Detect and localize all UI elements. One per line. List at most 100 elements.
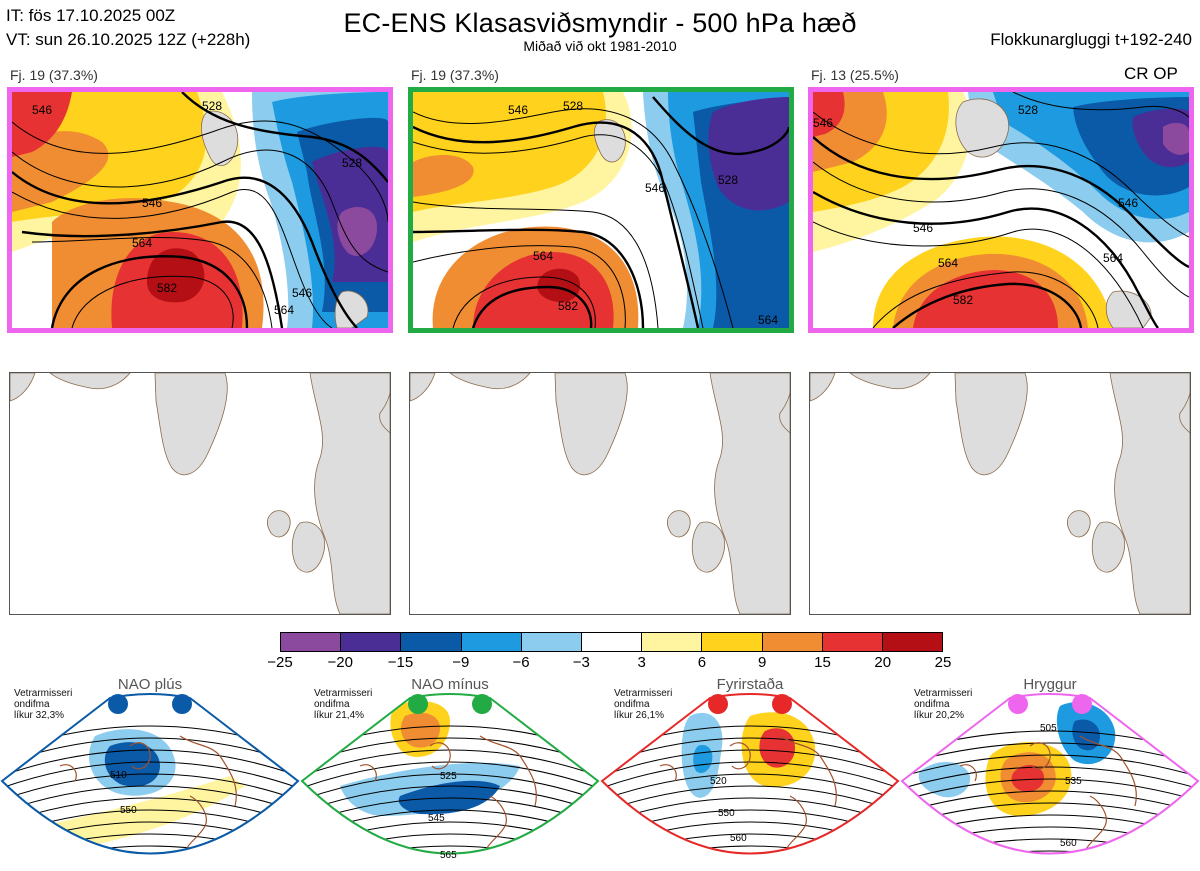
regime-panel-3[interactable]: 520 550 560 Fyrirstaða Vetrarmisseri ondifma l… [600, 676, 900, 871]
regime-info-line: líkur 26,1% [614, 710, 665, 721]
regime-info-line: ondifma [314, 699, 350, 710]
colorbar-tick-label: 3 [637, 654, 646, 671]
regime-contour-label: 560 [730, 833, 747, 844]
colorbar [280, 632, 943, 652]
height-contour [602, 797, 898, 829]
cluster-panel-3[interactable]: 546 528 546 546 564 582 564 [808, 87, 1194, 333]
height-contour [2, 773, 298, 805]
coastline [659, 735, 837, 852]
cluster-panel-1[interactable]: 546 528 546 528 564 582 564 546 [7, 87, 393, 333]
colorbar-segment [460, 633, 521, 651]
regime-fan-map: 505 535 560 [900, 693, 1200, 855]
contour-label: 528 [1018, 103, 1038, 117]
height-contour [2, 785, 298, 817]
colorbar-segment [520, 633, 581, 651]
colorbar-tick-label: 6 [697, 654, 707, 671]
contour-label: 582 [953, 293, 973, 307]
height-contour [302, 761, 598, 793]
colorbar-segment [340, 633, 401, 651]
coastline-map-2 [410, 373, 790, 614]
contour-label: 546 [645, 181, 665, 195]
contour-label: 546 [813, 116, 833, 130]
height-contour [902, 850, 1198, 854]
regime-contour-label: 510 [110, 770, 127, 781]
colorbar-segment [701, 633, 762, 651]
contour-label: 564 [132, 236, 152, 250]
height-contour [602, 809, 898, 841]
empty-map-panel-2[interactable] [409, 372, 791, 615]
regime-info-line: líkur 20,2% [914, 710, 965, 721]
cluster-1-map: 546 528 546 528 564 582 564 546 [12, 92, 388, 328]
regime-contour-label: 505 [1040, 723, 1057, 734]
contour-label: 546 [142, 196, 162, 210]
colorbar-segment [400, 633, 461, 651]
regime-contour-label: 550 [120, 805, 137, 816]
empty-map-panel-3[interactable] [809, 372, 1191, 615]
cr-op-marker: CR OP [1124, 64, 1178, 83]
coastline [59, 735, 237, 852]
height-contour [2, 761, 298, 793]
regime-contour-label: 520 [710, 776, 727, 787]
contour-label: 546 [913, 221, 933, 235]
regime-panel-1[interactable]: 510 550 NAO plús Vetrarmisseri ondifma líkur … [0, 676, 300, 871]
contour-label: 564 [938, 256, 958, 270]
colorbar-segment [281, 633, 341, 651]
anomaly-area [1011, 764, 1045, 792]
colorbar-tick-label: −20 [327, 654, 353, 671]
regime-info-line: Vetrarmisseri [14, 688, 73, 699]
page-title: EC-ENS Klasasviðsmyndir - 500 hPa hæð [343, 8, 857, 38]
regime-contour-label: 545 [428, 813, 445, 824]
regime-info-line: ondifma [914, 699, 950, 710]
contour-label: 564 [533, 249, 553, 263]
contour-label: 546 [32, 103, 52, 117]
regime-panel-2[interactable]: 525 545 565 NAO mínus Vetrarmisseri ondifma lí… [300, 676, 600, 871]
cluster-panel-2[interactable]: 546 528 546 528 564 582 564 [408, 87, 794, 333]
contour-label: 564 [1103, 251, 1123, 265]
height-contour [302, 809, 598, 841]
regime-info-line: Vetrarmisseri [614, 688, 673, 699]
empty-map-panel-1[interactable] [9, 372, 391, 615]
regime-contour-label: 560 [1060, 838, 1077, 849]
regime-contour-label: 565 [440, 850, 457, 861]
regime-fan-border [0, 693, 300, 855]
colorbar-tick-label: 25 [934, 654, 952, 671]
regime-name: Hryggur [1023, 676, 1077, 693]
regime-info-line: líkur 21,4% [314, 710, 365, 721]
clustering-window: Flokkunargluggi t+192-240 [990, 30, 1192, 49]
cluster-3-label: Fj. 13 (25.5%) [811, 67, 899, 83]
colorbar-tick-label: −6 [512, 654, 530, 671]
colorbar-ticks: −25 −20 −15 −9 −6 −3 3 6 9 15 20 25 [260, 654, 963, 674]
colorbar-tick-label: −3 [572, 654, 590, 671]
regime-contour-label: 550 [718, 808, 735, 819]
contour-label: 582 [157, 281, 177, 295]
contour-label: 528 [342, 156, 362, 170]
height-contour [602, 821, 898, 853]
height-contour [302, 773, 598, 805]
colorbar-segment [821, 633, 882, 651]
contour-label: 546 [508, 103, 528, 117]
colorbar-tick-label: −9 [452, 654, 470, 671]
coastline-map-1 [10, 373, 390, 614]
regime-dot [708, 694, 728, 714]
contour-label: 528 [718, 173, 738, 187]
height-contour [602, 761, 898, 793]
anomaly-area [40, 776, 245, 851]
regime-fan-map: 520 550 560 [600, 693, 900, 855]
regime-dot [1072, 694, 1092, 714]
height-contour [602, 845, 898, 854]
regime-panel-4[interactable]: 505 535 560 Hryggur Vetrarmisseri ondifma líku… [900, 676, 1200, 871]
height-contour [602, 785, 898, 817]
contour-label: 582 [558, 299, 578, 313]
regime-info-line: ondifma [14, 699, 50, 710]
anomaly-area [400, 712, 440, 748]
colorbar-segment [761, 633, 822, 651]
regime-fan-border [900, 693, 1200, 855]
height-contour [902, 766, 1198, 793]
height-contour [602, 773, 898, 805]
anomaly-area [918, 761, 971, 798]
regime-dot [472, 694, 492, 714]
regime-contour-label: 535 [1065, 776, 1082, 787]
height-contour [902, 790, 1198, 817]
colorbar-segment [580, 633, 642, 651]
height-contour [2, 833, 298, 854]
